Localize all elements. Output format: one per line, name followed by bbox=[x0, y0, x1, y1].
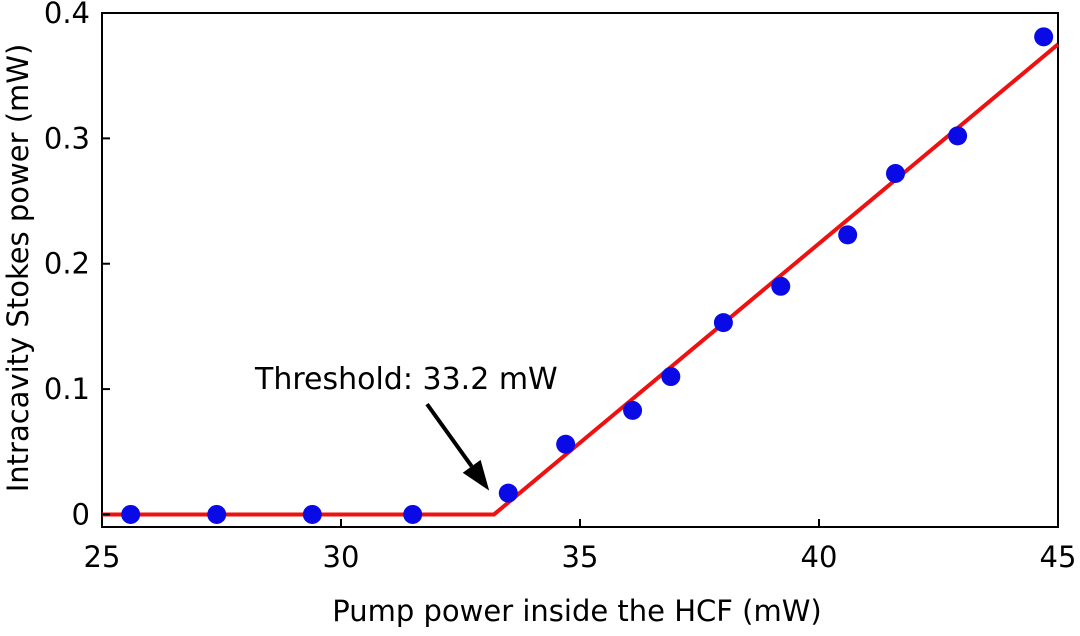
x-tick-label: 25 bbox=[84, 540, 121, 574]
data-point bbox=[121, 504, 141, 524]
fit-line-layer bbox=[102, 42, 1060, 517]
threshold-annotation: Threshold: 33.2 mW bbox=[254, 362, 558, 397]
annotation-arrow-head bbox=[462, 459, 490, 491]
x-axis-title: Pump power inside the HCF (mW) bbox=[332, 594, 821, 628]
annotation-layer: Threshold: 33.2 mW bbox=[254, 362, 558, 491]
data-point bbox=[207, 504, 227, 524]
data-points-layer bbox=[121, 27, 1054, 524]
y-tick-label: 0.2 bbox=[44, 247, 90, 281]
y-tick-label: 0.3 bbox=[44, 121, 90, 155]
fit-line bbox=[102, 42, 1060, 517]
data-point bbox=[302, 504, 322, 524]
x-tick-label: 40 bbox=[801, 540, 838, 574]
data-point bbox=[661, 367, 681, 387]
data-point bbox=[771, 276, 791, 296]
y-axis-title: Intracavity Stokes power (mW) bbox=[1, 44, 35, 493]
x-tick-label: 35 bbox=[562, 540, 599, 574]
data-point bbox=[713, 313, 733, 333]
data-point bbox=[838, 225, 858, 245]
data-point bbox=[623, 400, 643, 420]
data-point bbox=[556, 434, 576, 454]
data-point bbox=[1034, 27, 1054, 47]
data-point bbox=[948, 126, 968, 146]
data-point bbox=[885, 163, 905, 183]
plot-area bbox=[101, 12, 1059, 528]
data-point bbox=[403, 504, 423, 524]
y-tick-label: 0.4 bbox=[44, 0, 90, 30]
annotation-arrow-shaft bbox=[425, 402, 474, 468]
x-tick-label: 45 bbox=[1040, 540, 1077, 574]
ticks-layer: 25 30 35 40 45 0 0.1 0.2 0.3 0.4 bbox=[44, 0, 1077, 574]
plot-frame bbox=[101, 12, 1059, 528]
y-tick-label: 0.1 bbox=[44, 372, 90, 406]
x-tick-label: 30 bbox=[323, 540, 360, 574]
y-tick-label: 0 bbox=[72, 497, 90, 531]
data-point bbox=[498, 483, 518, 503]
